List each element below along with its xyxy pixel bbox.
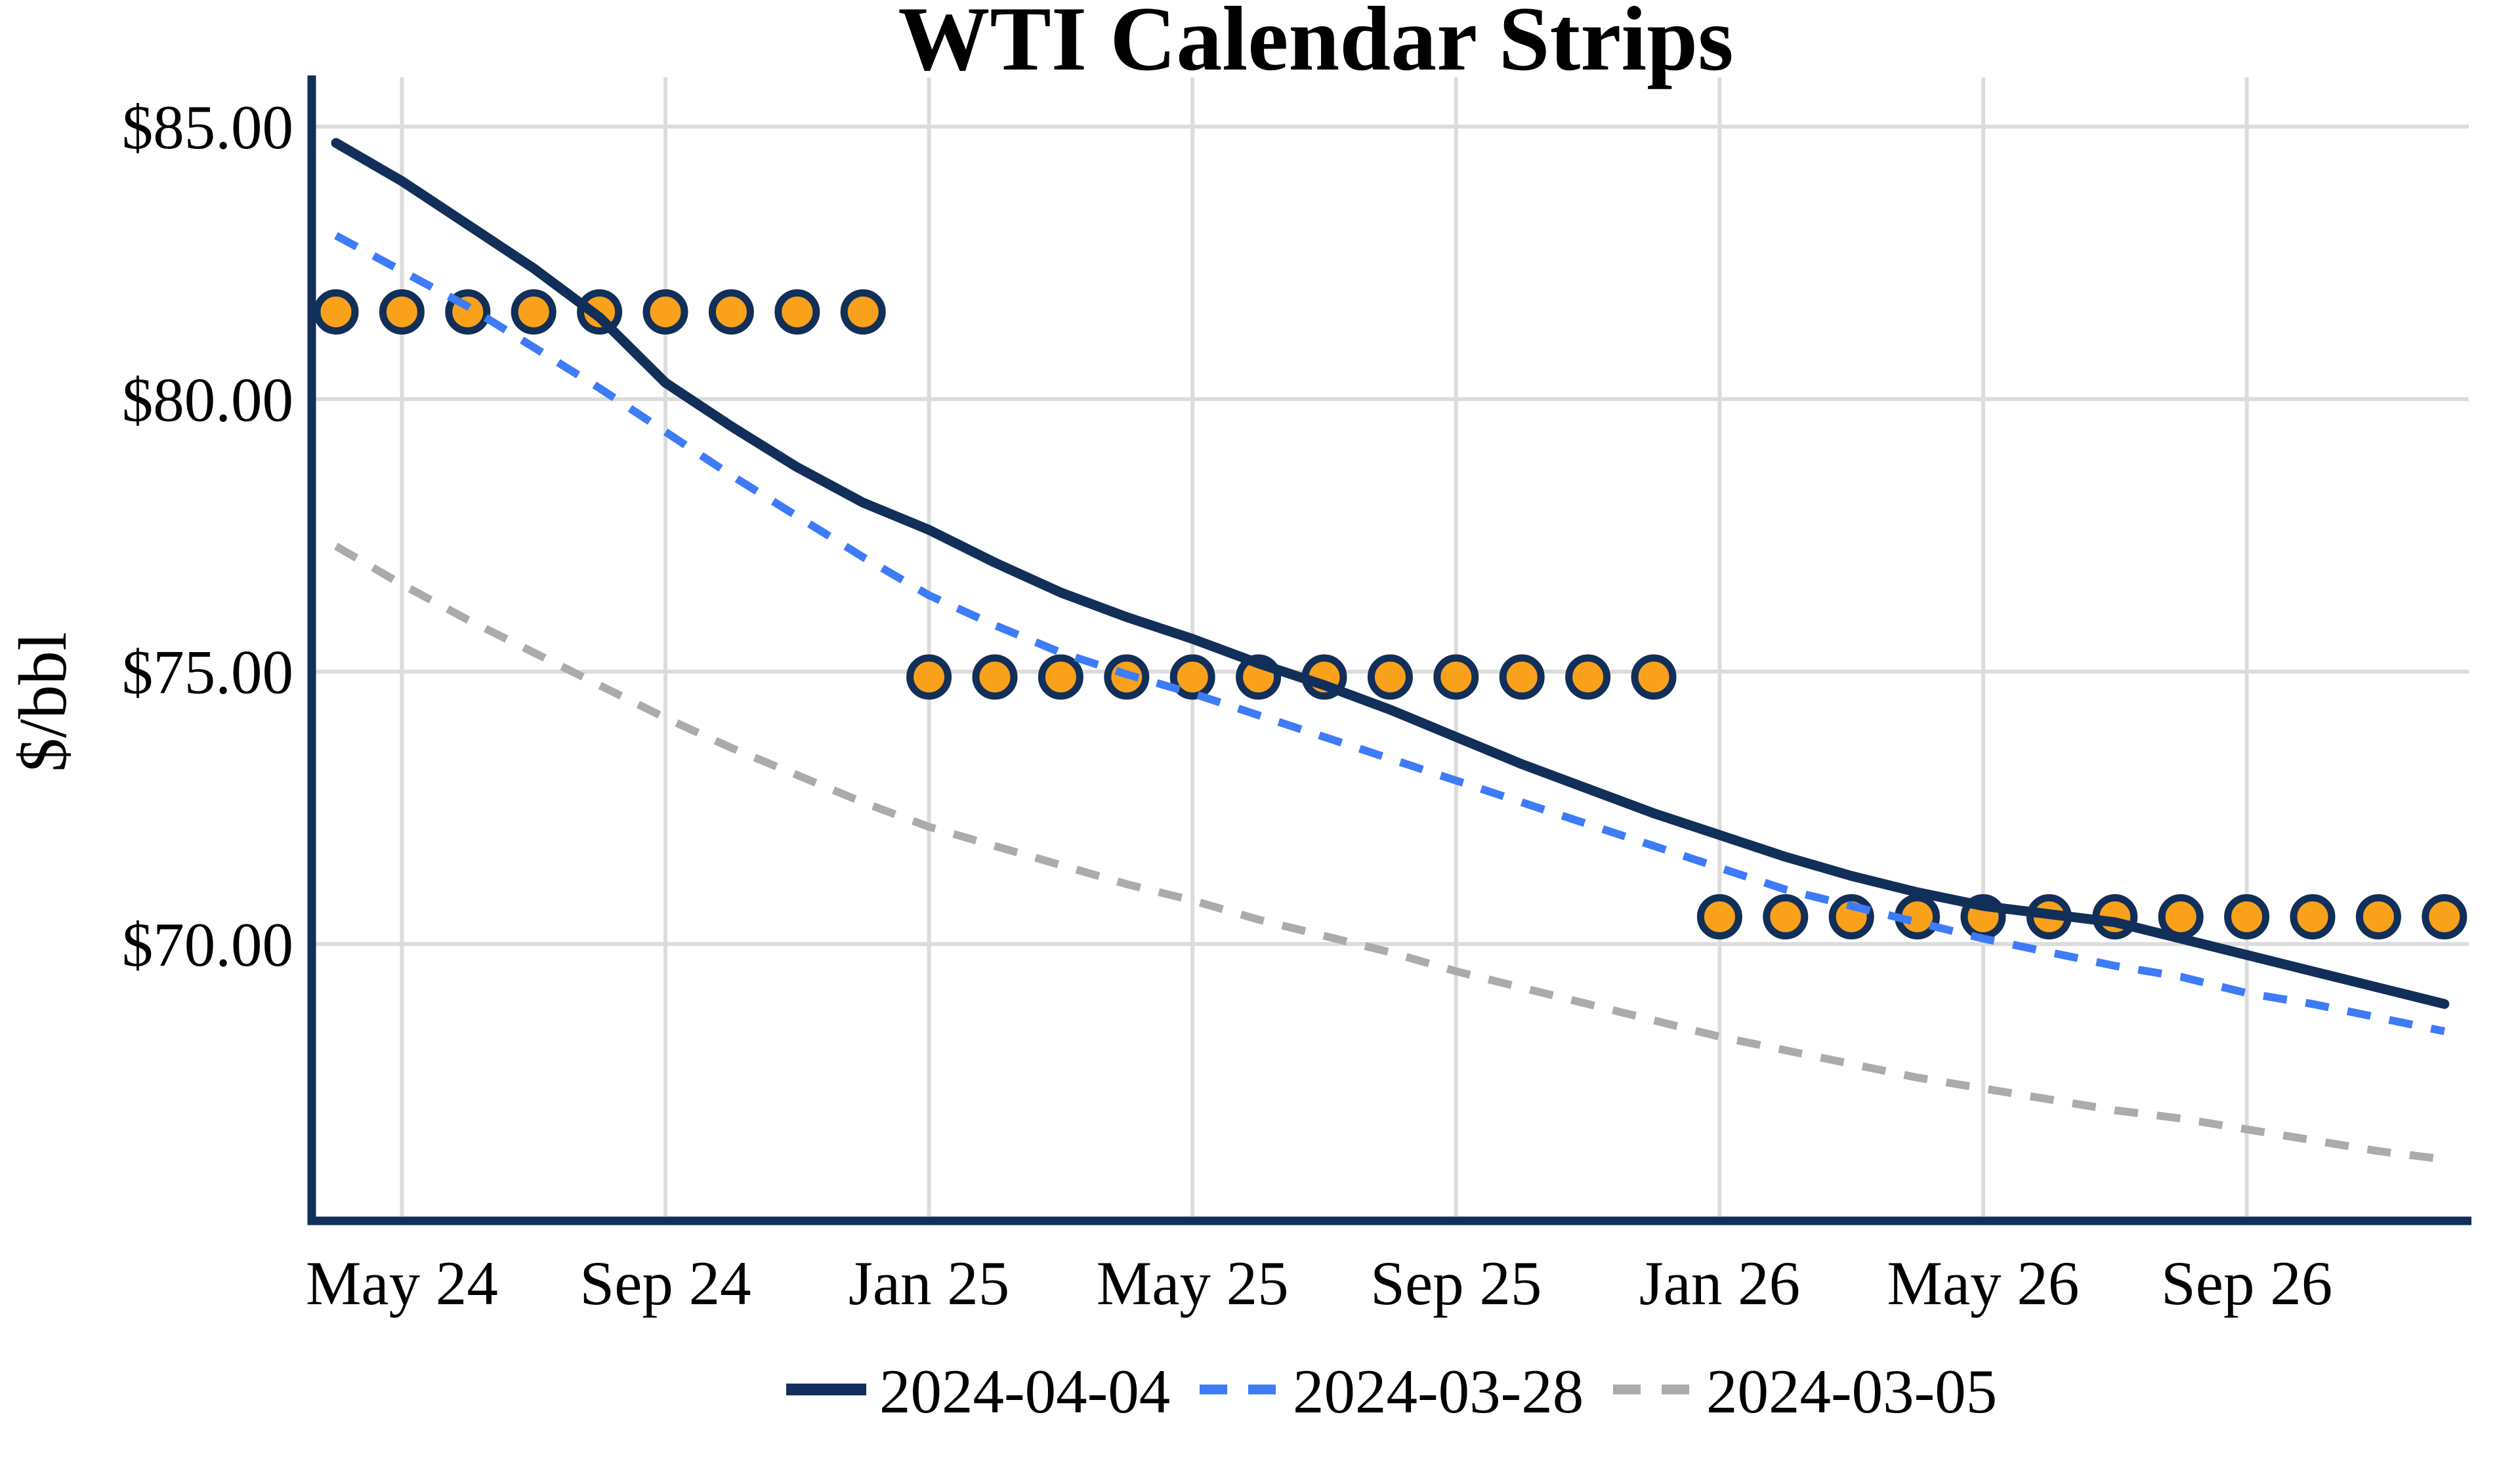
strip-dot [1499, 654, 1545, 700]
y-tick-label: $75.00 [122, 638, 293, 707]
strip-dot [2224, 894, 2270, 940]
y-axis-label: $/bbl [5, 632, 81, 772]
legend-label: 2024-03-05 [1706, 1357, 1997, 1426]
x-tick-label: May 25 [1097, 1248, 1289, 1318]
y-tick-label: $85.00 [122, 92, 293, 162]
strip-dot [1367, 654, 1413, 700]
axis-layer [307, 75, 2471, 1225]
series-line-2024-03-05 [333, 543, 2445, 1164]
x-tick-label: Sep 26 [2161, 1248, 2332, 1318]
strip-dot [1433, 654, 1479, 700]
series-line-2024-04-04 [331, 138, 2450, 1009]
strip-dot [2422, 894, 2468, 940]
strip-dot [840, 289, 886, 335]
strip-dot [708, 289, 754, 335]
strip-dot [1631, 654, 1677, 700]
strip-dot [1565, 654, 1611, 700]
legend: 2024-04-04 2024-03-28 2024-03-05 [786, 1357, 1997, 1426]
strip-dot [1169, 654, 1215, 700]
strip-dot [642, 289, 688, 335]
strip-dot [774, 289, 820, 335]
x-tick-label: Sep 24 [579, 1248, 751, 1318]
strip-dot [1763, 894, 1809, 940]
legend-label: 2024-03-28 [1293, 1357, 1584, 1426]
x-tick-label: Jan 26 [1639, 1248, 1800, 1318]
grid-layer [316, 77, 2469, 1216]
legend-label: 2024-04-04 [879, 1357, 1170, 1426]
x-tick-label: Sep 25 [1370, 1248, 1542, 1318]
series-layer [331, 138, 2450, 1164]
strip-dot [1696, 894, 1742, 940]
strip-dot [972, 654, 1018, 700]
x-tick-label: Jan 25 [849, 1248, 1009, 1318]
x-tick-label: May 26 [1887, 1248, 2080, 1318]
chart-title: WTI Calendar Strips [898, 0, 1733, 90]
strip-dot [2290, 894, 2336, 940]
strip-markers-layer [313, 289, 2468, 940]
tick-label-layer: $85.00 $80.00 $75.00 $70.00 May 24 Sep 24 Jan … [122, 92, 2332, 1318]
y-tick-label: $70.00 [122, 910, 293, 979]
strip-dot [906, 654, 952, 700]
x-tick-label: May 24 [306, 1248, 498, 1318]
strip-dot [313, 289, 359, 335]
strip-dot [511, 289, 556, 335]
strip-dot [2355, 894, 2401, 940]
strip-dot [379, 289, 425, 335]
strip-dot [2158, 894, 2204, 940]
strip-dot [1038, 654, 1083, 700]
y-tick-label: $80.00 [122, 365, 293, 434]
